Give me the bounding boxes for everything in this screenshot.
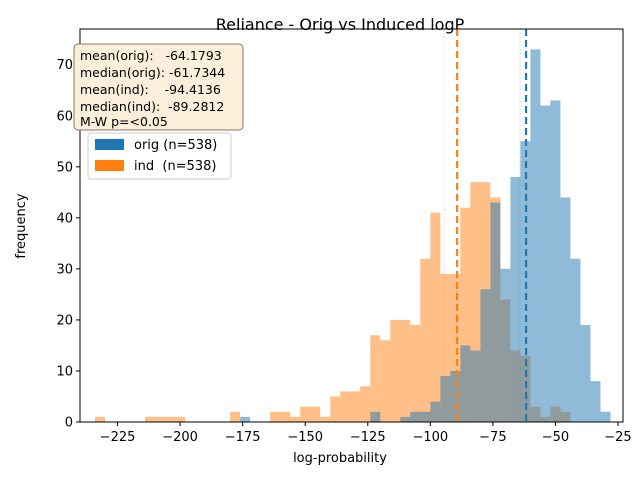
stats-line-mw-p: M-W p=<0.05 <box>80 114 168 129</box>
orig-bar-8 <box>460 345 471 422</box>
y-tick-label-5: 50 <box>56 160 73 175</box>
ind-bar-9 <box>300 406 311 422</box>
y-tick-label-1: 10 <box>56 364 73 379</box>
ind-bar-24 <box>450 273 461 422</box>
legend: orig (n=538) ind (n=538) <box>87 132 232 180</box>
orig-bar-11 <box>490 202 501 422</box>
orig-bar-19 <box>570 258 581 422</box>
x-tick-label-2: −175 <box>225 430 261 445</box>
x-tick-label-3: −150 <box>287 430 323 445</box>
ind-bar-16 <box>370 335 381 422</box>
ind-bar-5 <box>230 411 241 422</box>
y-tick-label-2: 20 <box>56 313 73 328</box>
stats-line-median-ind: median(ind): -89.2812 <box>80 99 224 114</box>
ind-bar-25 <box>460 207 471 422</box>
orig-bar-7 <box>450 370 461 422</box>
ind-bar-22 <box>430 212 441 422</box>
ind-bar-18 <box>390 319 401 422</box>
chart-title: Reliance - Orig vs Induced logP <box>216 15 465 34</box>
plot-area <box>79 28 624 423</box>
ind-bar-3 <box>165 416 176 422</box>
stats-line-mean-orig: mean(orig): -64.1793 <box>80 48 222 63</box>
orig-bar-17 <box>550 100 561 422</box>
orig-bar-13 <box>510 177 521 422</box>
ind-bar-14 <box>350 391 361 422</box>
orig-bar-18 <box>560 197 571 422</box>
axes-frame <box>79 28 624 423</box>
ind-bar-2 <box>155 416 166 422</box>
y-tick-label-7: 70 <box>56 58 73 73</box>
ind-bar-12 <box>330 396 341 422</box>
ind-bar-15 <box>360 386 371 422</box>
stats-line-median-orig: median(orig): -61.7344 <box>80 65 225 80</box>
ind-bar-17 <box>380 340 391 422</box>
ind-bar-21 <box>420 258 431 422</box>
orig-bar-2 <box>400 416 411 422</box>
ind-bar-19 <box>400 319 411 422</box>
orig-bar-12 <box>500 268 511 422</box>
x-axis-title: log-probability <box>293 451 387 466</box>
y-axis-title: frequency <box>14 193 29 259</box>
orig-bar-4 <box>420 411 431 422</box>
x-tick-label-5: −100 <box>412 430 448 445</box>
orig-bar-6 <box>440 376 451 422</box>
orig-bar-16 <box>540 105 551 422</box>
reference-lines <box>443 29 528 422</box>
legend-label-orig: orig (n=538) <box>134 138 217 153</box>
ind-bar-6 <box>270 411 281 422</box>
stats-line-mean-ind: mean(ind): -94.4136 <box>80 82 221 97</box>
ind-bar-23 <box>440 273 451 422</box>
y-tick-label-6: 60 <box>56 109 73 124</box>
ind-bar-13 <box>340 391 351 422</box>
ind-bar-11 <box>320 416 331 422</box>
orig-bar-15 <box>530 49 541 423</box>
orig-bar-9 <box>470 350 481 422</box>
ind-bar-7 <box>280 411 291 422</box>
orig-bar-14 <box>520 141 531 423</box>
x-tick-label-6: −75 <box>479 430 506 445</box>
orig-bars <box>240 49 611 423</box>
orig-bar-0 <box>240 416 251 422</box>
orig-bar-21 <box>590 381 601 422</box>
ind-bar-1 <box>145 416 156 422</box>
orig-bar-3 <box>410 411 421 422</box>
ind-bar-10 <box>310 406 321 422</box>
ind-bar-20 <box>410 325 421 422</box>
ind-bar-8 <box>290 416 301 422</box>
legend-swatch-orig <box>95 139 124 150</box>
y-tick-label-4: 40 <box>56 211 73 226</box>
legend-label-ind: ind (n=538) <box>134 159 216 174</box>
orig-bar-10 <box>480 289 491 422</box>
orig-bar-5 <box>430 401 441 422</box>
y-tick-label-3: 30 <box>56 262 73 277</box>
stats-box-background <box>73 43 244 131</box>
orig-bar-20 <box>580 325 591 422</box>
x-tick-label-1: −200 <box>162 430 198 445</box>
x-tick-label-7: −50 <box>542 430 569 445</box>
orig-bar-22 <box>600 411 611 422</box>
x-tick-label-0: −225 <box>100 430 136 445</box>
x-tick-label-8: −25 <box>604 430 631 445</box>
x-axis-ticks: −225 −200 −175 −150 −125 −100 −75 −50 −25 <box>100 422 632 445</box>
y-axis-ticks: 0 10 20 30 40 50 60 70 <box>56 58 80 431</box>
ind-bar-0 <box>95 416 106 422</box>
y-tick-label-0: 0 <box>65 416 73 431</box>
stats-box: mean(orig): -64.1793 median(orig): -61.7… <box>73 43 244 131</box>
orig-bar-1 <box>370 411 381 422</box>
ind-bar-4 <box>175 416 186 422</box>
ind-bar-26 <box>470 182 481 422</box>
legend-swatch-ind <box>95 160 124 171</box>
x-tick-label-4: −125 <box>350 430 386 445</box>
